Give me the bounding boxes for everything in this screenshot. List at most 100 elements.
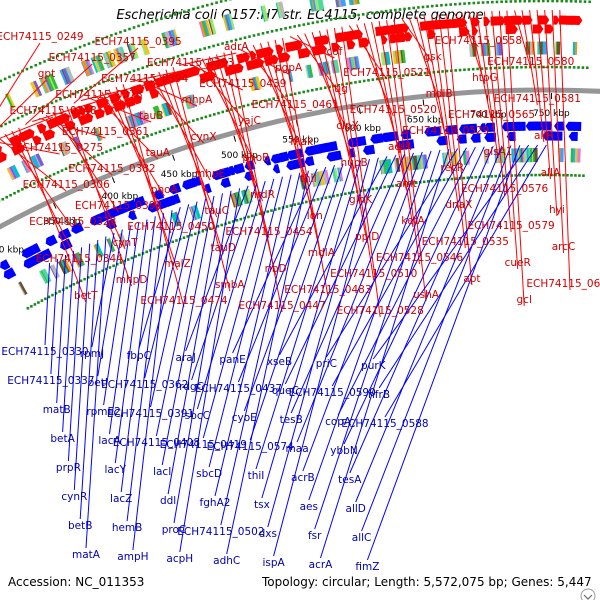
gc-dot bbox=[515, 66, 519, 69]
reverse-gene-arrow bbox=[328, 141, 338, 151]
gc-dot bbox=[0, 124, 3, 128]
forward-label-leader bbox=[386, 20, 420, 265]
gc-dot bbox=[109, 148, 112, 152]
forward-label-leader bbox=[230, 50, 283, 313]
gc-dot bbox=[243, 36, 247, 40]
gc-dot bbox=[179, 123, 183, 127]
forward-gene-label: smbA bbox=[215, 279, 245, 291]
gc-dot bbox=[302, 23, 306, 26]
reverse-gene-arrow bbox=[272, 163, 281, 174]
gc-dot bbox=[205, 228, 208, 232]
forward-gene-label: glnK bbox=[349, 194, 373, 206]
feature-block bbox=[261, 5, 269, 22]
forward-gene-label: acrR bbox=[388, 141, 412, 153]
forward-label-leader bbox=[289, 36, 335, 59]
reverse-gene-arrow bbox=[220, 177, 232, 188]
forward-gene-label: ECH74115_0447 bbox=[238, 300, 325, 312]
feature-block bbox=[174, 211, 182, 226]
gc-dot bbox=[80, 89, 84, 92]
reverse-label-leader bbox=[97, 229, 123, 377]
reverse-gene-arrow bbox=[219, 167, 231, 178]
reverse-gene-arrow bbox=[333, 150, 343, 161]
forward-label-leader bbox=[0, 116, 54, 139]
gc-dot bbox=[302, 90, 306, 94]
reverse-label-leader bbox=[349, 145, 494, 474]
gc-dot bbox=[511, 66, 514, 69]
forward-gene-label: dnaX bbox=[445, 199, 472, 211]
gc-dot bbox=[176, 55, 180, 58]
forward-label-leader bbox=[551, 9, 564, 254]
forward-gene-label: adrA bbox=[224, 41, 249, 53]
gc-dot bbox=[476, 67, 479, 71]
forward-label-leader bbox=[311, 32, 355, 170]
gc-dot bbox=[40, 299, 44, 302]
gc-dot bbox=[247, 215, 250, 219]
gc-dot bbox=[380, 77, 383, 80]
gc-dot bbox=[581, 66, 585, 69]
reverse-gene-arrow bbox=[516, 121, 526, 131]
reverse-label-leader bbox=[249, 163, 344, 441]
feature-block bbox=[86, 58, 95, 75]
gc-dot bbox=[201, 229, 205, 233]
gc-dot bbox=[254, 213, 258, 217]
reverse-label-leader bbox=[191, 183, 258, 381]
forward-gene-label: gcl bbox=[517, 294, 532, 306]
forward-label-leader bbox=[521, 10, 538, 106]
gc-dot bbox=[250, 214, 254, 218]
gc-dot bbox=[87, 42, 91, 45]
feature-block bbox=[560, 148, 564, 163]
gc-dot bbox=[86, 276, 90, 279]
gc-dot bbox=[585, 66, 589, 70]
gc-dot bbox=[102, 80, 105, 84]
forward-gene-label: tig bbox=[334, 83, 348, 95]
feature-block bbox=[5, 93, 15, 109]
gc-dot bbox=[117, 145, 121, 149]
gc-dot bbox=[289, 93, 293, 97]
gc-dot bbox=[204, 115, 208, 119]
gc-dot bbox=[69, 49, 73, 52]
gc-dot bbox=[25, 112, 28, 116]
gc-dot bbox=[146, 21, 149, 25]
forward-strand-genes bbox=[0, 15, 583, 164]
gc-dot bbox=[80, 160, 84, 164]
forward-gene-label: hyi bbox=[549, 204, 565, 216]
gc-dot bbox=[171, 126, 174, 129]
reverse-gene-label: tesB bbox=[280, 414, 303, 426]
gc-dot bbox=[454, 2, 457, 6]
gc-dot bbox=[126, 258, 130, 261]
expand-toggle-icon[interactable] bbox=[578, 588, 598, 600]
forward-label-leader bbox=[0, 142, 60, 155]
gc-dot bbox=[482, 175, 486, 179]
reverse-gene-arrow bbox=[568, 131, 578, 142]
reverse-gene-arrow bbox=[232, 162, 246, 175]
tick-mark bbox=[233, 135, 237, 142]
gc-dot bbox=[435, 4, 439, 8]
forward-gene-label: ECH74115_0580 bbox=[487, 56, 574, 68]
gc-dot bbox=[367, 78, 370, 82]
gc-dot bbox=[234, 107, 237, 110]
gc-dot bbox=[137, 137, 141, 141]
gc-dot bbox=[474, 175, 478, 179]
gc-dot bbox=[266, 210, 269, 213]
forward-gene-arrow bbox=[525, 15, 533, 25]
reverse-gene-label: matA bbox=[72, 549, 101, 561]
gc-dot bbox=[123, 72, 127, 76]
reverse-gene-label: hemB bbox=[112, 522, 143, 534]
forward-label-leader bbox=[208, 56, 263, 202]
reverse-label-leader bbox=[126, 213, 165, 522]
reverse-gene-arrow bbox=[60, 238, 73, 251]
gc-dot bbox=[341, 83, 344, 86]
forward-label-leader bbox=[408, 17, 440, 101]
gc-dot bbox=[128, 27, 131, 31]
gc-dot bbox=[198, 48, 202, 52]
feature-block bbox=[92, 56, 100, 73]
reverse-label-leader bbox=[232, 168, 318, 354]
accession-label: Accession: NC_011353 bbox=[8, 575, 145, 589]
reverse-label-leader bbox=[243, 165, 335, 412]
gc-dot bbox=[56, 171, 60, 174]
forward-label-leader bbox=[476, 11, 499, 159]
feature-block bbox=[288, 68, 294, 82]
gc-dot bbox=[551, 0, 554, 3]
feature-block bbox=[81, 60, 91, 77]
reverse-gene-arrow bbox=[356, 135, 367, 146]
